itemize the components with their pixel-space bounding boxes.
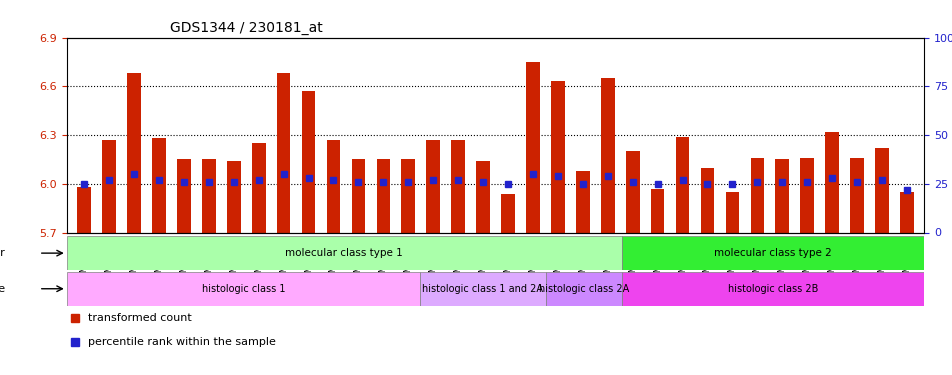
FancyBboxPatch shape xyxy=(420,272,545,306)
Bar xyxy=(650,189,664,232)
Bar xyxy=(401,159,415,232)
Text: transformed count: transformed count xyxy=(88,313,191,323)
Bar xyxy=(202,159,215,232)
Bar xyxy=(874,148,888,232)
Bar xyxy=(775,159,788,232)
Bar xyxy=(750,158,764,232)
Bar xyxy=(77,187,91,232)
Bar xyxy=(177,159,190,232)
Bar xyxy=(899,192,913,232)
Text: histologic class 2B: histologic class 2B xyxy=(727,284,818,294)
Bar xyxy=(501,194,514,232)
Bar xyxy=(102,140,116,232)
Bar xyxy=(700,168,714,232)
Bar xyxy=(351,159,365,232)
Bar xyxy=(824,132,838,232)
Bar xyxy=(526,62,539,232)
Text: disease state: disease state xyxy=(0,284,5,294)
Bar xyxy=(550,81,565,232)
Bar xyxy=(127,73,141,232)
Bar xyxy=(302,91,315,232)
Bar xyxy=(625,151,639,232)
Bar xyxy=(327,140,340,232)
Bar xyxy=(152,138,166,232)
FancyBboxPatch shape xyxy=(67,272,420,306)
Text: GDS1344 / 230181_at: GDS1344 / 230181_at xyxy=(169,21,322,35)
Text: molecular class type 2: molecular class type 2 xyxy=(713,248,831,258)
FancyBboxPatch shape xyxy=(67,236,621,270)
Bar xyxy=(476,161,489,232)
Text: molecular class type 1: molecular class type 1 xyxy=(285,248,403,258)
FancyBboxPatch shape xyxy=(621,236,923,270)
Bar xyxy=(376,159,389,232)
Text: other: other xyxy=(0,248,5,258)
Text: percentile rank within the sample: percentile rank within the sample xyxy=(88,337,276,347)
Bar xyxy=(575,171,589,232)
Text: histologic class 1 and 2A: histologic class 1 and 2A xyxy=(422,284,543,294)
Bar xyxy=(426,140,440,232)
Bar xyxy=(601,78,614,232)
FancyBboxPatch shape xyxy=(545,272,621,306)
Bar xyxy=(451,140,465,232)
Bar xyxy=(227,161,240,232)
FancyBboxPatch shape xyxy=(621,272,923,306)
Text: histologic class 2A: histologic class 2A xyxy=(538,284,628,294)
Bar xyxy=(675,136,688,232)
Text: histologic class 1: histologic class 1 xyxy=(201,284,285,294)
Bar xyxy=(276,73,290,232)
Bar xyxy=(251,143,266,232)
Bar xyxy=(800,158,813,232)
Bar xyxy=(724,192,739,232)
Bar xyxy=(849,158,863,232)
